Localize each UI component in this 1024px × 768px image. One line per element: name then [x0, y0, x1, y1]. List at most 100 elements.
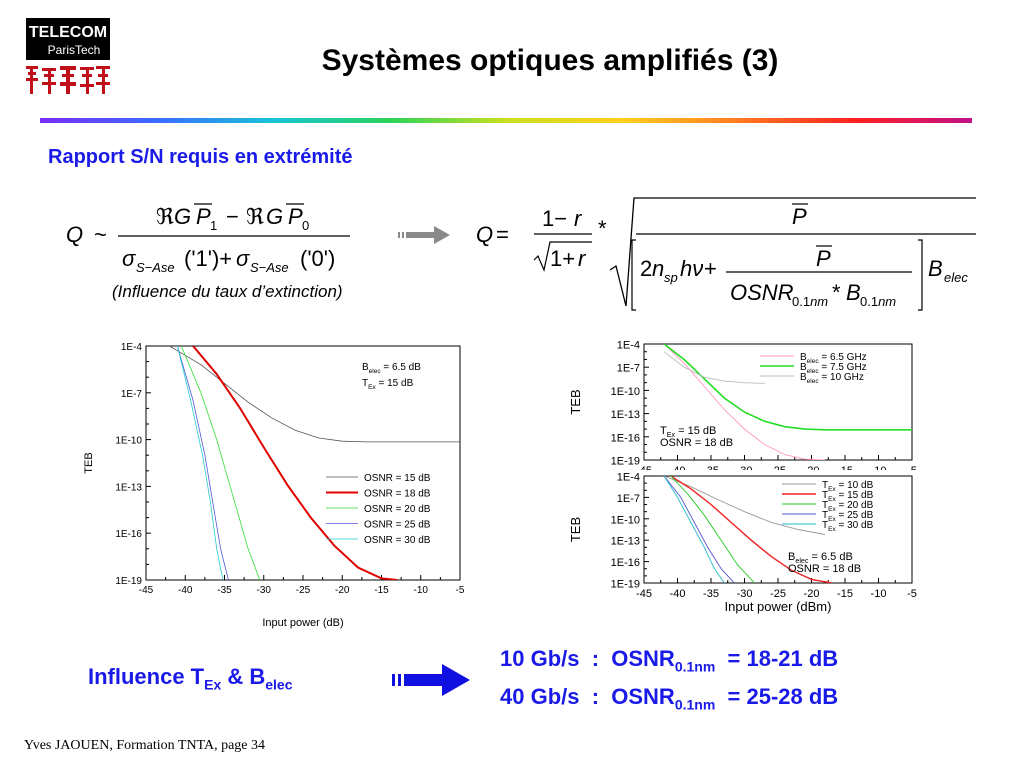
rainbow-divider — [40, 118, 972, 123]
result-10gbps-sub: 0.1nm — [675, 658, 715, 674]
svg-text:=: = — [496, 222, 509, 247]
svg-text:+: + — [704, 256, 717, 281]
chart-annotation-part: B — [788, 551, 795, 563]
chart-annotation-part: = 6.5 dB — [808, 551, 852, 563]
svg-text:ℜ: ℜ — [246, 204, 264, 229]
q-expression-formula-graphic: Q = 1− r 1+ r * P 2 n sp hν + P OSNR0.1nm * B 0… — [470, 190, 990, 320]
x-tick-label: -40 — [670, 588, 686, 600]
svg-text:0: 0 — [302, 218, 309, 233]
teb-vs-tex-chart: -45 -40 -35 -30 -25 -20 -15 -10 -5 1E-4 1E-7 1E-10 1… — [560, 470, 930, 615]
x-tick-label: -35 — [703, 588, 719, 600]
y-axis-label: TEB — [83, 452, 95, 473]
y-tick-label: 1E-7 — [121, 389, 143, 400]
chart-annotation-part: = 6.5 dB — [381, 362, 422, 373]
x-tick-label: -20 — [335, 585, 350, 596]
chart-svg: -45-40-35-30-25-20-15-10-51E-41E-71E-101… — [560, 332, 930, 470]
legend-entry-sub: elec — [807, 378, 820, 385]
y-tick-label: 1E-16 — [115, 529, 142, 540]
influence-prefix: Influence T — [88, 664, 204, 689]
extinction-note: (Influence du taux d’extinction) — [112, 282, 343, 302]
result-10gbps: 10 Gb/s : OSNR0.1nm = 18-21 dB — [500, 646, 838, 674]
y-tick-label: 1E-10 — [611, 514, 640, 526]
result-10gbps-pre: 10 Gb/s : OSNR — [500, 646, 675, 671]
legend-entry-sub: elec — [807, 358, 820, 365]
svg-text:r: r — [578, 246, 587, 271]
influence-sub-ex: Ex — [204, 676, 221, 692]
y-axis-label: TEB — [568, 389, 583, 414]
logo-line2: ParisTech — [48, 43, 101, 57]
x-tick-label: -15 — [374, 585, 389, 596]
svg-text:1+: 1+ — [550, 246, 575, 271]
y-tick-label: 1E-19 — [611, 456, 640, 468]
svg-text:1: 1 — [210, 218, 217, 233]
slide-title: Systèmes optiques amplifiés (3) — [160, 44, 940, 78]
svg-text:hν: hν — [680, 256, 703, 281]
svg-text:*: * — [832, 280, 841, 305]
x-tick-label: -10 — [414, 585, 429, 596]
x-tick-label: -25 — [296, 585, 311, 596]
x-tick-label: -15 — [837, 588, 853, 600]
svg-text:elec: elec — [944, 270, 968, 285]
chart-annotation-part: = 15 dB — [376, 378, 414, 389]
y-tick-label: 1E-7 — [617, 363, 640, 375]
chart-annotation-part: OSNR = 18 dB — [660, 437, 733, 449]
y-axis-label: TEB — [568, 517, 583, 542]
svg-text:r: r — [574, 206, 583, 231]
svg-text:−: − — [226, 204, 239, 229]
svg-text:1−: 1− — [542, 206, 567, 231]
y-tick-label: 1E-13 — [115, 482, 142, 493]
svg-text:σ: σ — [122, 246, 136, 271]
svg-text:ℜ: ℜ — [156, 204, 174, 229]
x-tick-label: -10 — [871, 588, 887, 600]
y-tick-label: 1E-10 — [115, 436, 142, 447]
svg-text:~: ~ — [94, 222, 107, 247]
legend-entry: OSNR = 30 dB — [364, 535, 431, 546]
teb-vs-belec-chart: -45-40-35-30-25-20-15-10-51E-41E-71E-101… — [560, 332, 930, 470]
svg-text:n: n — [652, 256, 664, 281]
svg-text:0.1nm: 0.1nm — [860, 294, 896, 309]
legend-entry: OSNR = 18 dB — [364, 489, 431, 500]
footer-text: Yves JAOUEN, Formation TNTA, page 34 — [24, 738, 265, 754]
blue-arrow-icon-graphic — [392, 664, 470, 696]
y-tick-label: 1E-7 — [617, 493, 640, 505]
svg-text:S−Ase: S−Ase — [136, 260, 175, 275]
logo-graphic: TELECOM ParisTech — [24, 14, 112, 96]
chart-annotation-part: OSNR = 18 dB — [788, 563, 861, 575]
blue-arrow-icon — [392, 664, 470, 696]
x-axis-label: Input power (dBm) — [725, 599, 832, 614]
chart-svg: -45-40-35-30-25-20-15-10-51E-41E-71E-101… — [80, 330, 480, 630]
chart-annotation: OSNR = 18 dB — [788, 563, 861, 575]
grey-arrow-icon — [398, 226, 450, 244]
section-heading: Rapport S/N requis en extrémité — [48, 146, 353, 169]
legend-entry: OSNR = 25 dB — [364, 520, 431, 531]
y-tick-label: 1E-13 — [611, 409, 640, 421]
result-40gbps-pre: 40 Gb/s : OSNR — [500, 684, 675, 709]
svg-text:G: G — [266, 204, 283, 229]
svg-text:('1')+: ('1')+ — [184, 246, 232, 271]
x-tick-label: -30 — [257, 585, 272, 596]
y-tick-label: 1E-13 — [611, 536, 640, 548]
svg-text:Q: Q — [476, 222, 493, 247]
legend-entry-post: = 30 dB — [836, 520, 874, 531]
svg-text:*: * — [598, 216, 607, 241]
result-40gbps: 40 Gb/s : OSNR0.1nm = 25-28 dB — [500, 684, 838, 712]
x-tick-label: -5 — [456, 585, 465, 596]
svg-text:S−Ase: S−Ase — [250, 260, 289, 275]
chart-annotation: OSNR = 18 dB — [660, 437, 733, 449]
svg-text:P: P — [288, 204, 303, 229]
telecom-paristech-logo: TELECOM ParisTech — [24, 14, 112, 96]
logo-line1: TELECOM — [29, 24, 107, 41]
x-tick-label: -5 — [907, 588, 917, 600]
chart-annotation-part: = 15 dB — [675, 425, 716, 437]
y-tick-label: 1E-16 — [611, 432, 640, 444]
svg-text:Q: Q — [66, 222, 83, 247]
y-tick-label: 1E-19 — [611, 579, 640, 591]
legend-entry-sub: elec — [807, 368, 820, 375]
svg-text:P: P — [196, 204, 211, 229]
x-tick-label: -40 — [178, 585, 193, 596]
y-tick-label: 1E-10 — [611, 386, 640, 398]
q-expression-formula: Q = 1− r 1+ r * P 2 n sp hν + P OSNR 0.1nm * B 0… — [470, 190, 990, 320]
chart-annotation-part: elec — [369, 368, 382, 375]
legend-entry: OSNR = 20 dB — [364, 504, 431, 515]
